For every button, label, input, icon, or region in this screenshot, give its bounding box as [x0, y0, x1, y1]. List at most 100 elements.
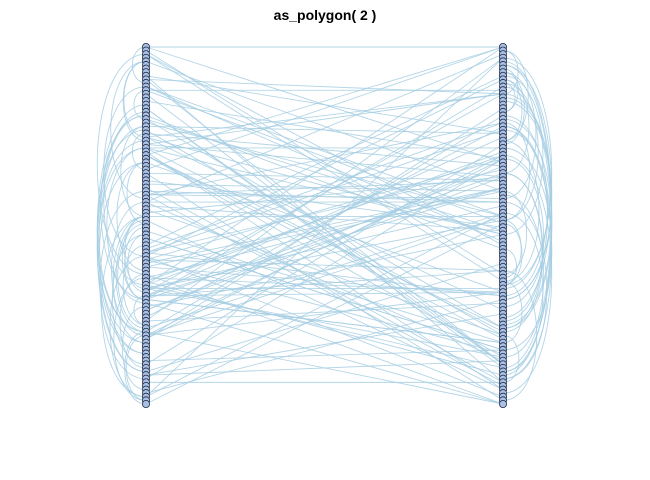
edge-arc-right — [502, 280, 523, 344]
edge-cross — [145, 46, 504, 163]
edge-arc-left — [112, 216, 147, 344]
edge-cross — [145, 216, 504, 336]
edge-arc-left — [97, 147, 147, 344]
edge-arc-right — [502, 50, 529, 142]
edge-cross — [145, 147, 504, 235]
edge-arc-left — [115, 219, 147, 333]
edge-cross — [145, 190, 504, 268]
edge-arc-right — [502, 71, 525, 145]
edge-arc-right — [502, 172, 543, 329]
edge-cross — [145, 79, 504, 95]
edge-cross — [145, 302, 504, 405]
edge-cross — [145, 93, 504, 138]
edge-cross — [145, 107, 504, 369]
edge-cross — [145, 53, 504, 203]
edge-cross — [145, 270, 504, 297]
edge-cross — [145, 349, 504, 362]
edge-arc-left — [122, 60, 147, 142]
edge-cross — [145, 122, 504, 196]
edge-arc-right — [502, 154, 553, 394]
node-left — [141, 399, 150, 408]
edge-cross — [145, 46, 504, 156]
edge-arc-left — [103, 86, 147, 257]
edge-cross — [145, 259, 504, 354]
edge-cross — [145, 79, 504, 365]
edge-arc-right — [502, 158, 544, 322]
edge-arc-left — [124, 226, 147, 300]
edge-cross — [145, 176, 504, 311]
edge-cross — [145, 50, 504, 275]
edge-cross — [145, 46, 504, 171]
edge-cross — [145, 115, 504, 250]
edge-cross — [145, 284, 504, 369]
edge-cross — [145, 212, 504, 329]
edge-arc-right — [502, 79, 530, 174]
edge-cross — [145, 302, 504, 322]
edge-arc-left — [111, 201, 147, 336]
edge-cross — [145, 288, 504, 358]
edge-cross — [145, 172, 504, 181]
edge-arc-right — [502, 60, 553, 369]
edge-arc-right — [502, 140, 540, 282]
edge-cross — [145, 75, 504, 246]
node-right — [498, 399, 507, 408]
edge-cross — [145, 179, 504, 196]
edge-arc-left — [124, 216, 147, 290]
edge-cross — [145, 172, 504, 401]
edge-arc-right — [502, 335, 520, 383]
edge-cross — [145, 61, 504, 192]
edge-cross — [145, 93, 504, 145]
edge-arc-left — [119, 273, 147, 369]
edge-cross — [145, 331, 504, 405]
edges-group — [96, 46, 553, 405]
edge-cross — [145, 93, 504, 293]
edge-arc-right — [502, 219, 522, 279]
edge-cross — [145, 53, 504, 282]
edge-arc-left — [125, 335, 147, 401]
edge-cross — [145, 158, 504, 261]
edge-cross — [145, 298, 504, 394]
edge-arc-right — [502, 248, 517, 286]
edge-cross — [145, 266, 504, 297]
edge-cross — [145, 187, 504, 264]
plot-title: as_polygon( 2 ) — [273, 7, 377, 23]
edge-cross — [145, 252, 504, 297]
edge-arc-right — [502, 68, 519, 113]
edge-cross — [145, 57, 504, 398]
edge-cross — [145, 219, 504, 390]
edge-cross — [145, 154, 504, 358]
edge-arc-left — [103, 115, 147, 286]
edge-arc-left — [99, 190, 147, 380]
edge-arc-left — [106, 147, 147, 304]
edge-arc-left — [124, 331, 147, 405]
edge-arc-right — [502, 79, 523, 142]
edge-arc-left — [116, 161, 147, 272]
edge-cross — [145, 143, 504, 365]
edge-arc-right — [502, 190, 527, 275]
edge-arc-right — [502, 71, 537, 199]
edge-cross — [145, 298, 504, 344]
nodes-group — [141, 43, 507, 408]
edge-cross — [145, 154, 504, 340]
edge-cross — [145, 122, 504, 250]
edge-cross — [145, 136, 504, 311]
edge-cross — [145, 154, 504, 329]
edge-cross — [145, 89, 504, 225]
edge-arc-right — [502, 75, 544, 235]
edge-arc-right — [502, 125, 553, 380]
edge-arc-right — [502, 194, 544, 358]
edge-cross — [145, 57, 504, 322]
edge-arc-left — [117, 223, 147, 329]
edge-cross — [145, 86, 504, 217]
edge-cross — [145, 169, 504, 253]
edge-cross — [145, 280, 504, 376]
edge-cross — [145, 129, 504, 336]
edge-cross — [145, 172, 504, 300]
edge-arc-left — [122, 244, 147, 326]
edge-cross — [145, 158, 504, 380]
edge-arc-left — [113, 277, 147, 401]
edge-arc-left — [120, 125, 147, 217]
edge-cross — [145, 46, 504, 286]
